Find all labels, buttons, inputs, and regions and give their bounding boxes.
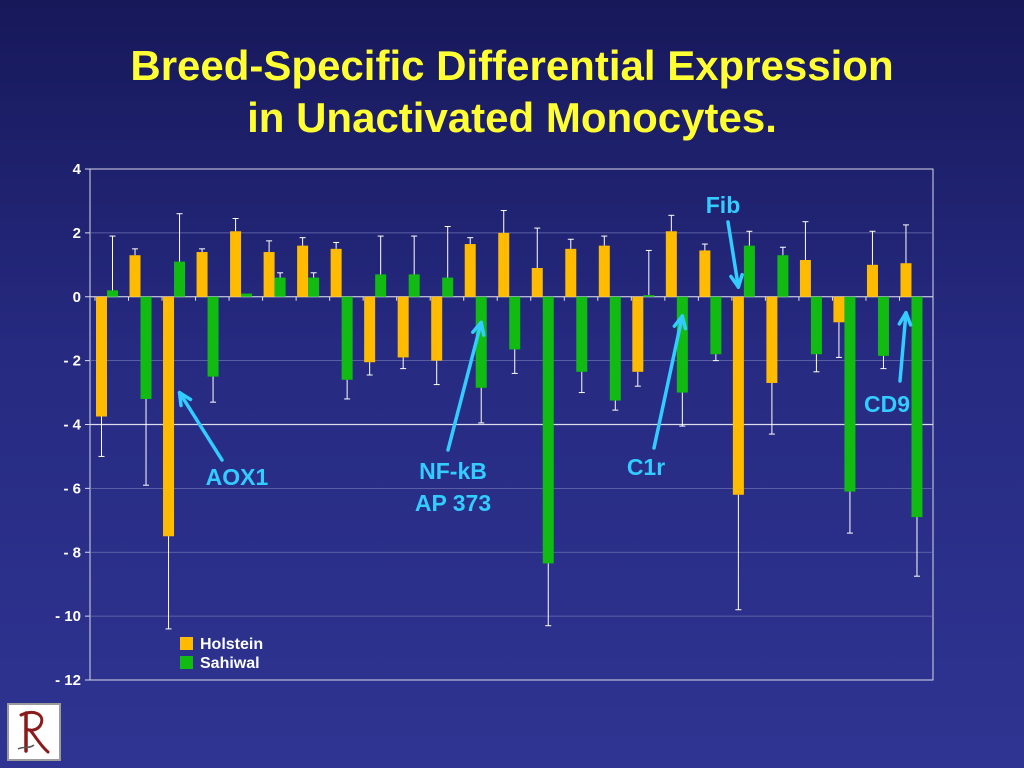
r-logo [7, 703, 61, 761]
annotation-label: Fib [706, 192, 741, 218]
bar-sahiwal [140, 296, 152, 399]
legend-label-sahiwal: Sahiwal [200, 655, 260, 672]
bar-holstein [196, 252, 208, 297]
bar-holstein [96, 296, 107, 417]
y-tick-label: - 10 [55, 608, 81, 625]
annotation-label: C1r [627, 454, 665, 480]
bar-holstein [766, 296, 778, 383]
title-line-2: in Unactivated Monocytes. [247, 94, 777, 141]
annotation-arrow [726, 220, 741, 289]
bar-sahiwal [375, 274, 387, 297]
annotation-arrow [446, 320, 483, 452]
y-tick-label: - 12 [55, 672, 81, 689]
annotation-arrow [177, 390, 224, 462]
annotation-label: NF-kB [419, 458, 487, 484]
annotation-arrowhead [672, 314, 688, 331]
y-tick-label: - 8 [63, 544, 81, 561]
bar-holstein [330, 248, 342, 297]
bar-holstein [163, 296, 175, 537]
bar-sahiwal [107, 290, 118, 297]
page-title: Breed-Specific Differential Expression i… [0, 40, 1024, 144]
annotation-arrow [898, 310, 908, 383]
bar-holstein [431, 296, 443, 361]
annotation-arrowhead [897, 310, 913, 327]
y-tick-label: 2 [73, 225, 81, 242]
annotation-label: AP 373 [415, 490, 491, 516]
bar-holstein [866, 264, 878, 297]
y-tick-label: 0 [73, 289, 81, 306]
bar-holstein [364, 296, 376, 363]
bar-sahiwal [442, 277, 454, 297]
bar-sahiwal [609, 296, 621, 401]
bar-sahiwal [877, 296, 889, 356]
bar-holstein [230, 231, 242, 297]
bar-sahiwal [676, 296, 688, 393]
bar-holstein [632, 296, 644, 372]
bar-sahiwal [207, 296, 219, 377]
bar-holstein [598, 245, 610, 297]
y-tick-label: 4 [73, 161, 82, 178]
bar-holstein [297, 245, 309, 297]
bar-holstein [464, 244, 476, 297]
bar-sahiwal [576, 296, 588, 372]
y-tick-label: - 2 [63, 353, 81, 370]
bar-sahiwal [509, 296, 521, 350]
bar-holstein [665, 231, 677, 297]
annotation-arrowhead [177, 390, 193, 408]
bar-sahiwal [341, 296, 353, 380]
bar-sahiwal [810, 296, 822, 355]
bar-sahiwal [643, 295, 655, 297]
bar-sahiwal [777, 255, 789, 297]
bar-sahiwal [475, 296, 487, 388]
bar-sahiwal [542, 296, 554, 564]
bar-sahiwal [241, 293, 253, 297]
bar-holstein [565, 248, 577, 297]
annotation-label: AOX1 [206, 464, 269, 490]
bar-sahiwal [274, 277, 286, 297]
bar-holstein [531, 268, 543, 297]
bar-holstein [397, 296, 409, 358]
legend-label-holstein: Holstein [200, 636, 263, 653]
y-tick-label: - 6 [63, 480, 81, 497]
annotation-arrow [652, 314, 685, 450]
legend-swatch-holstein [180, 637, 193, 650]
bar-sahiwal [743, 245, 755, 297]
bar-holstein [799, 260, 811, 297]
annotation-arrowhead [729, 272, 744, 289]
bar-holstein [263, 252, 275, 297]
annotation-arrowhead [471, 320, 486, 337]
bar-sahiwal [844, 296, 856, 492]
legend-swatch-sahiwal [180, 656, 193, 669]
bar-sahiwal [408, 274, 420, 297]
y-tick-label: - 4 [63, 417, 81, 434]
annotation-label: CD9 [864, 391, 910, 417]
bar-sahiwal [308, 277, 320, 297]
title-line-1: Breed-Specific Differential Expression [130, 42, 894, 89]
bar-holstein [732, 296, 744, 495]
bar-holstein [900, 263, 912, 297]
bar-sahiwal [174, 261, 186, 297]
bar-holstein [498, 232, 510, 297]
bar-sahiwal [911, 296, 923, 518]
bar-holstein [699, 250, 711, 297]
bar-sahiwal [710, 296, 722, 355]
bar-holstein [833, 296, 845, 323]
bar-holstein [129, 255, 141, 297]
r-logo-icon [17, 710, 50, 754]
